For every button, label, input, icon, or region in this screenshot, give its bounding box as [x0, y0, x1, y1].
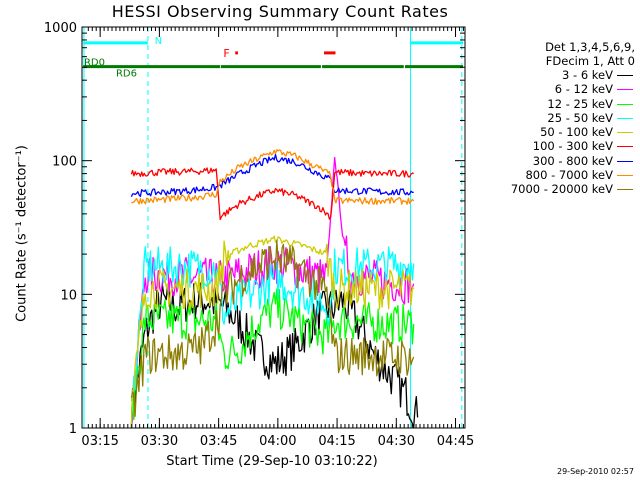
legend-swatch [617, 175, 633, 177]
legend-item: 300 - 800 keV [470, 154, 635, 168]
x-tick-label: 04:15 [318, 434, 355, 449]
legend-swatch [617, 146, 633, 148]
series-line [130, 246, 415, 428]
flag-label: F [223, 47, 229, 60]
legend-item-label: 7000 - 20000 keV [510, 182, 613, 197]
legend-header-decimation: FDecim 1, Att 0 [545, 54, 635, 68]
legend-item: 12 - 25 keV [470, 97, 635, 111]
series-line [130, 235, 415, 428]
y-tick-label: 100 [52, 155, 77, 170]
x-tick-label: 04:30 [378, 434, 415, 449]
legend-item: 50 - 100 keV [470, 125, 635, 139]
y-tick-label: 1 [69, 422, 77, 437]
series-line [130, 167, 414, 221]
legend-swatch [617, 132, 633, 134]
x-tick-label: 04:45 [437, 434, 474, 449]
series-line [130, 153, 414, 198]
legend-item-label: 50 - 100 keV [540, 125, 613, 140]
x-tick-label: 04:00 [259, 434, 296, 449]
legend-item: 800 - 7000 keV [470, 168, 635, 182]
footer-timestamp: 29-Sep-2010 02:57 [557, 467, 634, 476]
legend-item-label: 100 - 300 keV [532, 139, 613, 154]
x-tick-label: 03:15 [81, 434, 118, 449]
legend-item-label: 3 - 6 keV [562, 68, 613, 82]
series-line [131, 149, 415, 206]
legend-item-label: 800 - 7000 keV [525, 168, 613, 183]
legend-swatch [617, 75, 633, 76]
legend-swatch [617, 103, 633, 105]
legend-item: 25 - 50 keV [470, 111, 635, 125]
y-tick-label: 10 [60, 288, 77, 303]
flag-label: RD0 [84, 58, 105, 69]
legend-swatch [617, 89, 633, 91]
legend-swatch [617, 189, 633, 191]
y-tick-label: 1000 [44, 21, 77, 36]
legend-swatch [617, 117, 633, 119]
legend-item-label: 6 - 12 keV [554, 82, 613, 97]
legend-items: 3 - 6 keV 6 - 12 keV 12 - 25 keV 25 - 50 ke… [470, 68, 635, 197]
legend-item: 7000 - 20000 keV [470, 182, 635, 196]
x-tick-label: 03:45 [200, 434, 237, 449]
flag-label: N [155, 36, 162, 47]
x-tick-label: 03:30 [141, 434, 178, 449]
legend-item-label: 300 - 800 keV [532, 153, 613, 168]
legend-header-detectors: Det 1,3,4,5,6,9, [545, 40, 635, 54]
legend-item: 3 - 6 keV [470, 68, 635, 82]
x-axis-label: Start Time (29-Sep-10 03:10:22) [166, 454, 378, 469]
legend-item: 100 - 300 keV [470, 139, 635, 153]
legend-item-label: 12 - 25 keV [547, 96, 613, 111]
y-axis-label: Count Rate (s⁻¹ detector⁻¹) [14, 145, 30, 322]
legend-swatch [617, 160, 633, 162]
chart-title: HESSI Observing Summary Count Rates [111, 2, 449, 21]
legend-item-label: 25 - 50 keV [547, 110, 613, 125]
series-line [130, 239, 415, 417]
legend-item: 6 - 12 keV [470, 82, 635, 96]
legend: Det 1,3,4,5,6,9, FDecim 1, Att 0 3 - 6 k… [470, 40, 635, 197]
series-line [130, 288, 415, 421]
flag-label: RD6 [116, 69, 137, 80]
